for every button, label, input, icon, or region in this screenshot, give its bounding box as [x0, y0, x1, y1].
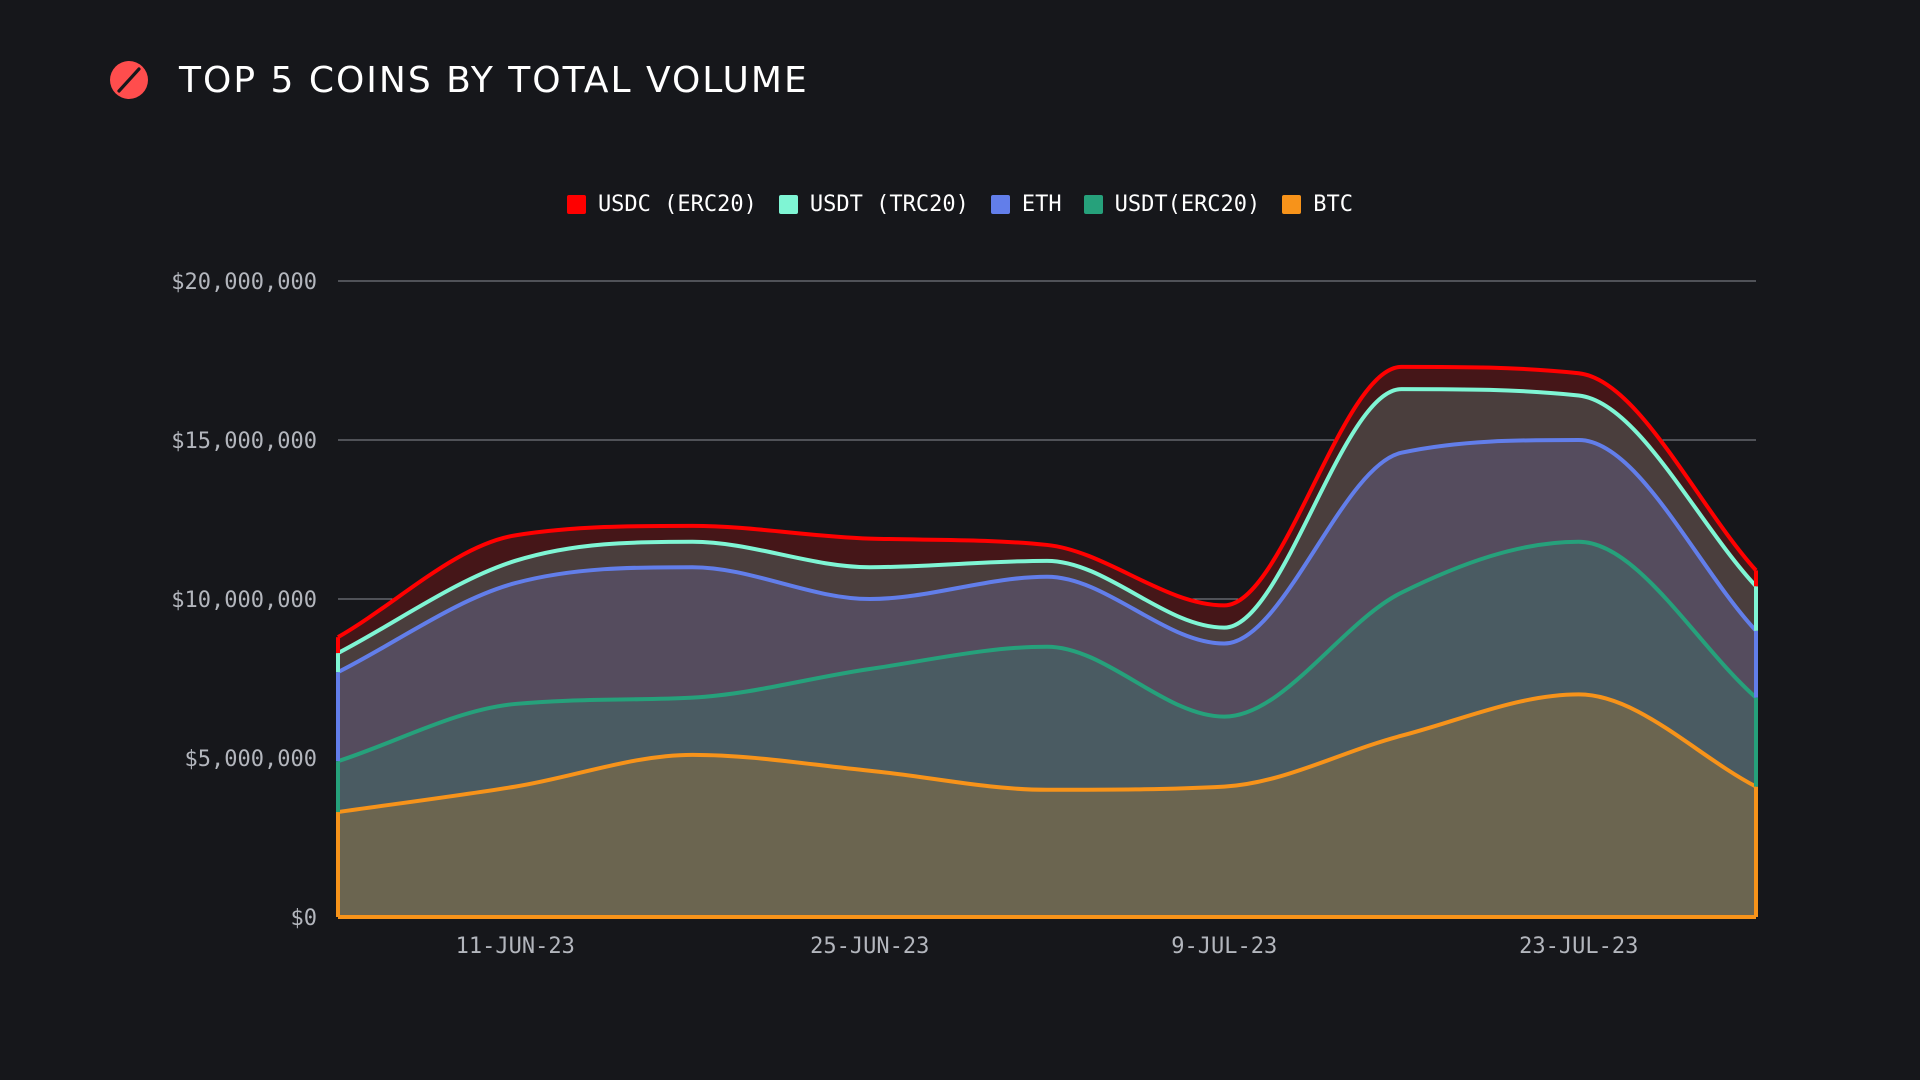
- legend-item[interactable]: USDC (ERC20): [566, 192, 757, 217]
- x-tick-label: 25-JUN-23: [810, 934, 929, 959]
- x-tick-label: 23-JUL-23: [1519, 934, 1638, 959]
- legend-label: BTC: [1313, 192, 1354, 217]
- chart-title: TOP 5 COINS BY TOTAL VOLUME: [179, 59, 809, 101]
- legend-item[interactable]: ETH: [990, 192, 1062, 217]
- legend-label: USDC (ERC20): [597, 192, 757, 217]
- y-tick-label: $20,000,000: [171, 270, 317, 295]
- x-axis-ticks: 11-JUN-23 25-JUN-23 9-JUL-23 23-JUL-23: [456, 934, 1639, 959]
- legend-swatch: [1282, 195, 1302, 214]
- y-tick-label: $10,000,000: [171, 588, 317, 613]
- series-line: [337, 364, 1758, 639]
- legend-swatch: [566, 195, 586, 214]
- series-line: [337, 539, 1758, 764]
- y-tick-label: $0: [291, 906, 318, 931]
- y-tick-label: $15,000,000: [171, 429, 317, 454]
- legend-label: ETH: [1021, 192, 1062, 217]
- series-line: [337, 692, 1757, 815]
- legend-swatch: [778, 195, 798, 214]
- legend-label: USDT (TRC20): [809, 192, 969, 217]
- series-lines: [336, 364, 1758, 919]
- slashed-circle-logo-icon: [110, 61, 148, 99]
- legend-swatch: [1083, 195, 1103, 214]
- series-area: [338, 694, 1756, 917]
- chart-header: TOP 5 COINS BY TOTAL VOLUME: [109, 58, 809, 102]
- legend-label: USDT(ERC20): [1114, 192, 1261, 217]
- x-tick-label: 9-JUL-23: [1171, 934, 1277, 959]
- chart-legend: USDC (ERC20) USDT (TRC20) ETH USDT(ERC20) BT…: [0, 192, 1920, 217]
- x-tick-label: 11-JUN-23: [456, 934, 575, 959]
- legend-item[interactable]: USDT(ERC20): [1083, 192, 1261, 217]
- series-line: [337, 387, 1758, 655]
- y-tick-label: $5,000,000: [185, 747, 317, 772]
- series-line: [337, 438, 1758, 674]
- legend-swatch: [990, 195, 1010, 214]
- series-areas: [338, 366, 1756, 917]
- legend-item[interactable]: USDT (TRC20): [778, 192, 969, 217]
- legend-item[interactable]: BTC: [1282, 192, 1353, 217]
- y-axis-ticks: $0 $5,000,000 $10,000,000 $15,000,000 $20,00…: [171, 270, 317, 931]
